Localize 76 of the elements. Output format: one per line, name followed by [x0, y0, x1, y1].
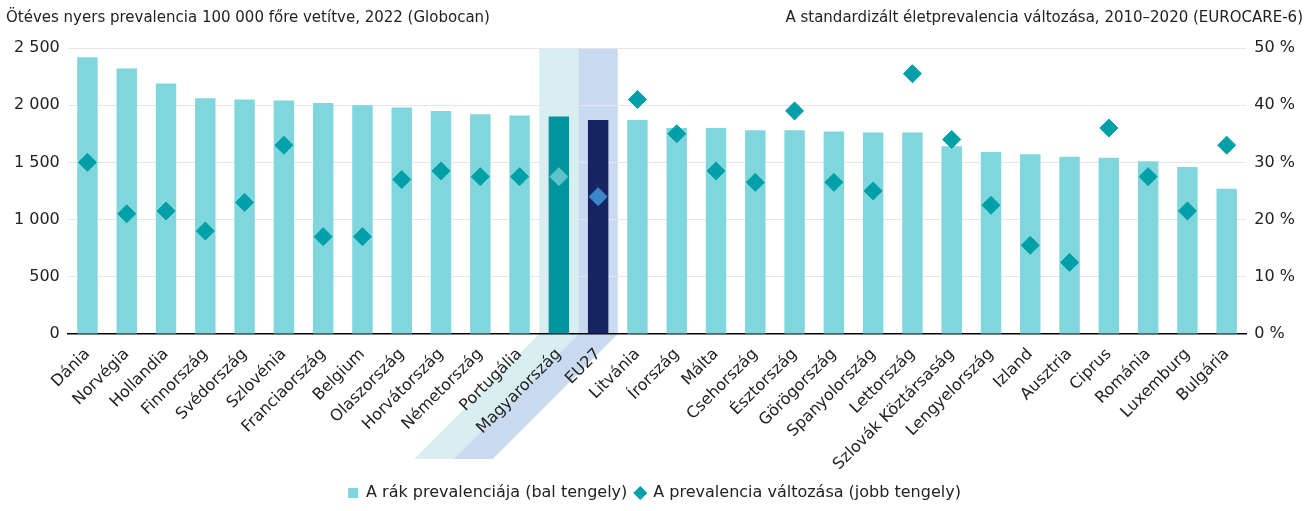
y-tick-label: 2 500 [13, 37, 60, 57]
bar [234, 99, 255, 334]
bar [1216, 188, 1237, 334]
point [863, 181, 883, 201]
bar [941, 146, 962, 334]
bar [273, 100, 295, 334]
point [510, 167, 530, 187]
bar [352, 105, 373, 334]
bar [116, 68, 137, 334]
point [117, 204, 137, 224]
bar [705, 128, 727, 334]
y2-axis-title: A standardizált életprevalencia változása, 2010–2020 (EUROCARE-6) [785, 8, 1303, 26]
point [902, 64, 922, 84]
bar [1020, 154, 1041, 334]
bar [666, 128, 687, 334]
point [77, 152, 97, 172]
bar [548, 116, 570, 334]
bar [470, 114, 491, 334]
y2-tick-label: 40 % [1254, 94, 1296, 114]
bar [980, 152, 1002, 334]
bar [784, 130, 805, 334]
bar [155, 83, 177, 334]
point [1099, 118, 1119, 138]
point [667, 124, 687, 144]
y2-tick-label: 50 % [1254, 37, 1296, 57]
bar [823, 131, 845, 334]
point [431, 161, 451, 181]
bar [862, 132, 884, 334]
point [392, 170, 412, 190]
bar [1177, 166, 1198, 334]
y2-tick-label: 10 % [1254, 265, 1296, 285]
point [706, 161, 726, 181]
point [1020, 235, 1040, 255]
y-tick-label: 2 000 [13, 94, 60, 114]
point [352, 227, 372, 247]
bar [1098, 157, 1120, 334]
point [235, 192, 255, 212]
point [470, 167, 490, 187]
bar [430, 110, 452, 334]
point [588, 187, 608, 207]
legend-label: A prevalencia változása (jobb tengely) [653, 482, 961, 502]
y-tick-label: 500 [29, 265, 60, 285]
point [981, 195, 1001, 215]
bar [312, 102, 334, 334]
point [745, 172, 765, 192]
y-tick-label: 0 [49, 323, 60, 343]
point [549, 167, 569, 187]
legend-label: A rák prevalenciája (bal tengely) [366, 482, 628, 502]
point [942, 129, 962, 149]
bar [587, 120, 609, 334]
bar [195, 98, 216, 334]
bar [902, 132, 923, 334]
bar [77, 57, 98, 334]
point [627, 89, 647, 109]
y-axis-title: Ötéves nyers prevalencia 100 000 főre vetítve, 2022 (Globocan) [6, 8, 490, 26]
point [1138, 167, 1158, 187]
bar [1059, 156, 1080, 334]
point [156, 201, 176, 221]
bar [391, 107, 412, 334]
bar [509, 115, 530, 334]
bar [627, 120, 648, 334]
y2-tick-label: 30 % [1254, 151, 1296, 171]
point [1060, 252, 1080, 272]
bar [1137, 161, 1159, 334]
point [1177, 201, 1197, 221]
y-tick-label: 1 500 [13, 151, 60, 171]
y2-tick-label: 20 % [1254, 208, 1296, 228]
point [274, 135, 294, 155]
point [1217, 135, 1237, 155]
point [785, 101, 805, 121]
point [824, 172, 844, 192]
point [195, 221, 215, 241]
y-tick-label: 1 000 [13, 208, 60, 228]
point [313, 227, 333, 247]
y2-tick-label: 0 % [1254, 323, 1285, 343]
bar [745, 130, 766, 334]
